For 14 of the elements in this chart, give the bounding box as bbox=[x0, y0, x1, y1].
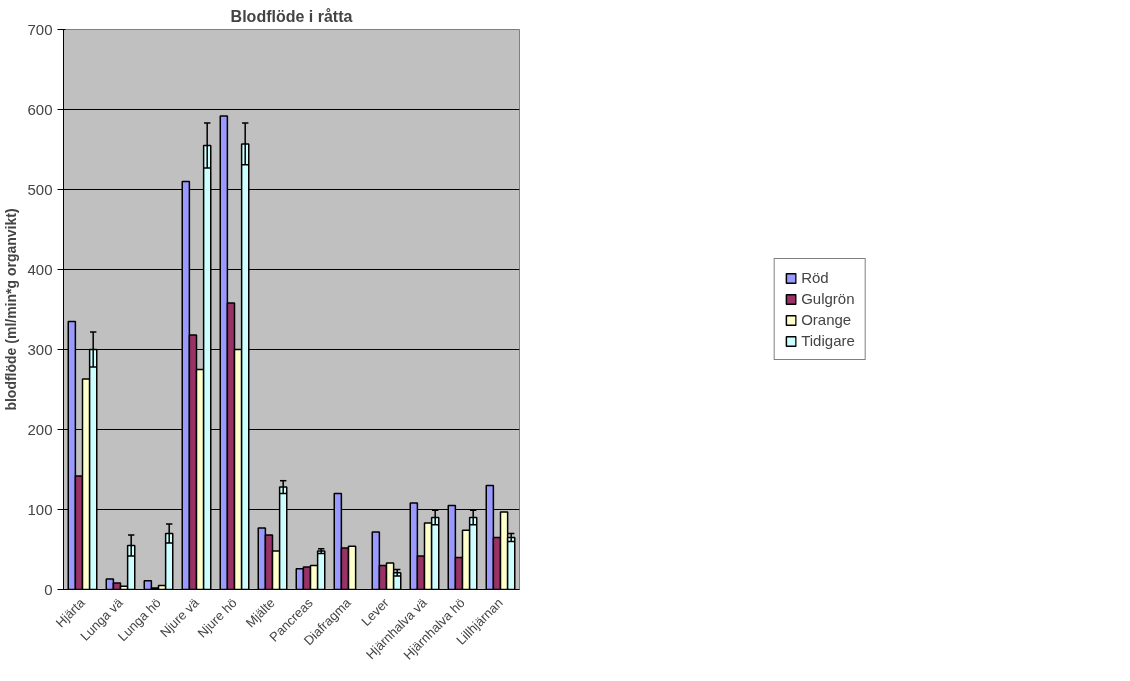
y-tick-label: 200 bbox=[27, 420, 53, 438]
legend-label: Tidigare bbox=[801, 332, 855, 349]
legend-label: Röd bbox=[801, 269, 829, 286]
y-tick-label: 300 bbox=[27, 340, 53, 358]
y-tick-label: 600 bbox=[27, 100, 53, 118]
y-tick-label: 500 bbox=[27, 180, 53, 198]
y-tick-label: 400 bbox=[27, 260, 53, 278]
legend-label: Gulgrön bbox=[801, 290, 855, 307]
y-axis-title: blodflöde (ml/min*g organvikt) bbox=[3, 208, 20, 411]
y-tick-label: 100 bbox=[27, 500, 53, 518]
chart-title: Blodflöde i råtta bbox=[230, 7, 353, 25]
y-tick-label: 0 bbox=[44, 580, 53, 598]
y-tick-label: 700 bbox=[27, 20, 53, 38]
legend-label: Orange bbox=[801, 311, 852, 328]
